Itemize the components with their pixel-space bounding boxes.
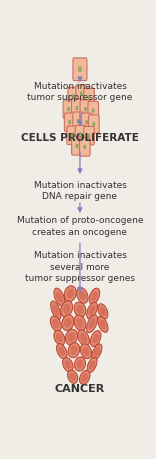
FancyArrowPatch shape bbox=[78, 112, 82, 125]
Ellipse shape bbox=[71, 346, 77, 354]
Ellipse shape bbox=[56, 292, 62, 302]
Ellipse shape bbox=[64, 286, 76, 302]
Ellipse shape bbox=[53, 319, 59, 328]
Ellipse shape bbox=[86, 120, 88, 124]
Ellipse shape bbox=[54, 330, 65, 345]
Ellipse shape bbox=[69, 120, 71, 124]
Ellipse shape bbox=[77, 360, 83, 368]
Text: Mutation of proto-oncogene
creates an oncogene: Mutation of proto-oncogene creates an on… bbox=[17, 216, 143, 237]
Ellipse shape bbox=[98, 304, 108, 319]
Ellipse shape bbox=[78, 330, 89, 346]
FancyBboxPatch shape bbox=[63, 100, 74, 118]
FancyBboxPatch shape bbox=[73, 112, 83, 130]
Text: CANCER: CANCER bbox=[55, 384, 105, 394]
Ellipse shape bbox=[87, 315, 98, 333]
Ellipse shape bbox=[66, 329, 78, 345]
Ellipse shape bbox=[92, 344, 102, 360]
Ellipse shape bbox=[68, 370, 78, 383]
FancyBboxPatch shape bbox=[79, 138, 90, 156]
Ellipse shape bbox=[89, 288, 100, 304]
FancyBboxPatch shape bbox=[84, 127, 94, 145]
Ellipse shape bbox=[79, 67, 81, 72]
Ellipse shape bbox=[94, 347, 100, 357]
FancyBboxPatch shape bbox=[89, 115, 99, 133]
Ellipse shape bbox=[88, 134, 90, 138]
FancyBboxPatch shape bbox=[84, 88, 94, 106]
Ellipse shape bbox=[56, 334, 62, 342]
Ellipse shape bbox=[76, 106, 78, 110]
Ellipse shape bbox=[89, 319, 95, 329]
Ellipse shape bbox=[80, 370, 90, 384]
Ellipse shape bbox=[80, 344, 92, 358]
Ellipse shape bbox=[50, 316, 61, 331]
Ellipse shape bbox=[77, 287, 88, 303]
FancyBboxPatch shape bbox=[64, 113, 75, 131]
FancyBboxPatch shape bbox=[81, 113, 92, 131]
Ellipse shape bbox=[54, 288, 65, 306]
Ellipse shape bbox=[74, 315, 86, 331]
Ellipse shape bbox=[61, 301, 73, 317]
Text: Mutation inactivates
several more
tumor suppressor genes: Mutation inactivates several more tumor … bbox=[25, 251, 135, 283]
Ellipse shape bbox=[74, 302, 86, 317]
FancyBboxPatch shape bbox=[76, 85, 86, 103]
FancyArrowPatch shape bbox=[78, 203, 82, 212]
Ellipse shape bbox=[65, 361, 71, 369]
Ellipse shape bbox=[89, 306, 95, 315]
Ellipse shape bbox=[72, 95, 74, 98]
Ellipse shape bbox=[62, 315, 74, 330]
Ellipse shape bbox=[77, 319, 83, 327]
Ellipse shape bbox=[63, 304, 70, 313]
Ellipse shape bbox=[74, 357, 85, 371]
Ellipse shape bbox=[80, 133, 82, 136]
Ellipse shape bbox=[59, 347, 65, 355]
Ellipse shape bbox=[98, 316, 108, 332]
Ellipse shape bbox=[63, 358, 73, 372]
Ellipse shape bbox=[87, 302, 97, 319]
FancyBboxPatch shape bbox=[72, 137, 82, 155]
Ellipse shape bbox=[80, 92, 82, 96]
Ellipse shape bbox=[93, 334, 99, 343]
Ellipse shape bbox=[79, 291, 85, 300]
FancyBboxPatch shape bbox=[68, 87, 79, 106]
FancyBboxPatch shape bbox=[72, 99, 82, 118]
Ellipse shape bbox=[71, 134, 73, 137]
Ellipse shape bbox=[92, 109, 94, 112]
FancyArrowPatch shape bbox=[78, 243, 82, 291]
Ellipse shape bbox=[87, 358, 97, 373]
FancyBboxPatch shape bbox=[67, 126, 77, 145]
Ellipse shape bbox=[83, 347, 89, 355]
Text: Mutation inactivates
DNA repair gene: Mutation inactivates DNA repair gene bbox=[34, 181, 126, 202]
Ellipse shape bbox=[92, 292, 97, 301]
Text: CELLS PROLIFERATE: CELLS PROLIFERATE bbox=[21, 133, 139, 143]
FancyArrowPatch shape bbox=[78, 151, 82, 173]
Ellipse shape bbox=[53, 305, 58, 315]
Ellipse shape bbox=[68, 107, 69, 111]
Ellipse shape bbox=[84, 107, 86, 111]
Text: Mutation inactivates
tumor suppressor gene: Mutation inactivates tumor suppressor ge… bbox=[27, 82, 133, 102]
Ellipse shape bbox=[51, 301, 61, 319]
Ellipse shape bbox=[90, 330, 101, 347]
Ellipse shape bbox=[82, 374, 88, 381]
Ellipse shape bbox=[89, 361, 95, 369]
Ellipse shape bbox=[65, 318, 71, 327]
FancyArrowPatch shape bbox=[78, 77, 82, 81]
Ellipse shape bbox=[84, 145, 86, 149]
Ellipse shape bbox=[100, 320, 106, 329]
Ellipse shape bbox=[100, 307, 106, 315]
Ellipse shape bbox=[88, 95, 90, 100]
FancyBboxPatch shape bbox=[80, 100, 91, 118]
Ellipse shape bbox=[76, 144, 78, 148]
Ellipse shape bbox=[56, 344, 67, 359]
Ellipse shape bbox=[67, 289, 74, 298]
FancyBboxPatch shape bbox=[75, 125, 86, 144]
Ellipse shape bbox=[68, 343, 80, 358]
FancyBboxPatch shape bbox=[88, 101, 99, 120]
Ellipse shape bbox=[93, 122, 95, 126]
Ellipse shape bbox=[80, 333, 87, 342]
FancyBboxPatch shape bbox=[73, 58, 87, 80]
Ellipse shape bbox=[68, 333, 75, 341]
Ellipse shape bbox=[77, 305, 83, 313]
Ellipse shape bbox=[77, 119, 79, 123]
Ellipse shape bbox=[70, 373, 76, 381]
